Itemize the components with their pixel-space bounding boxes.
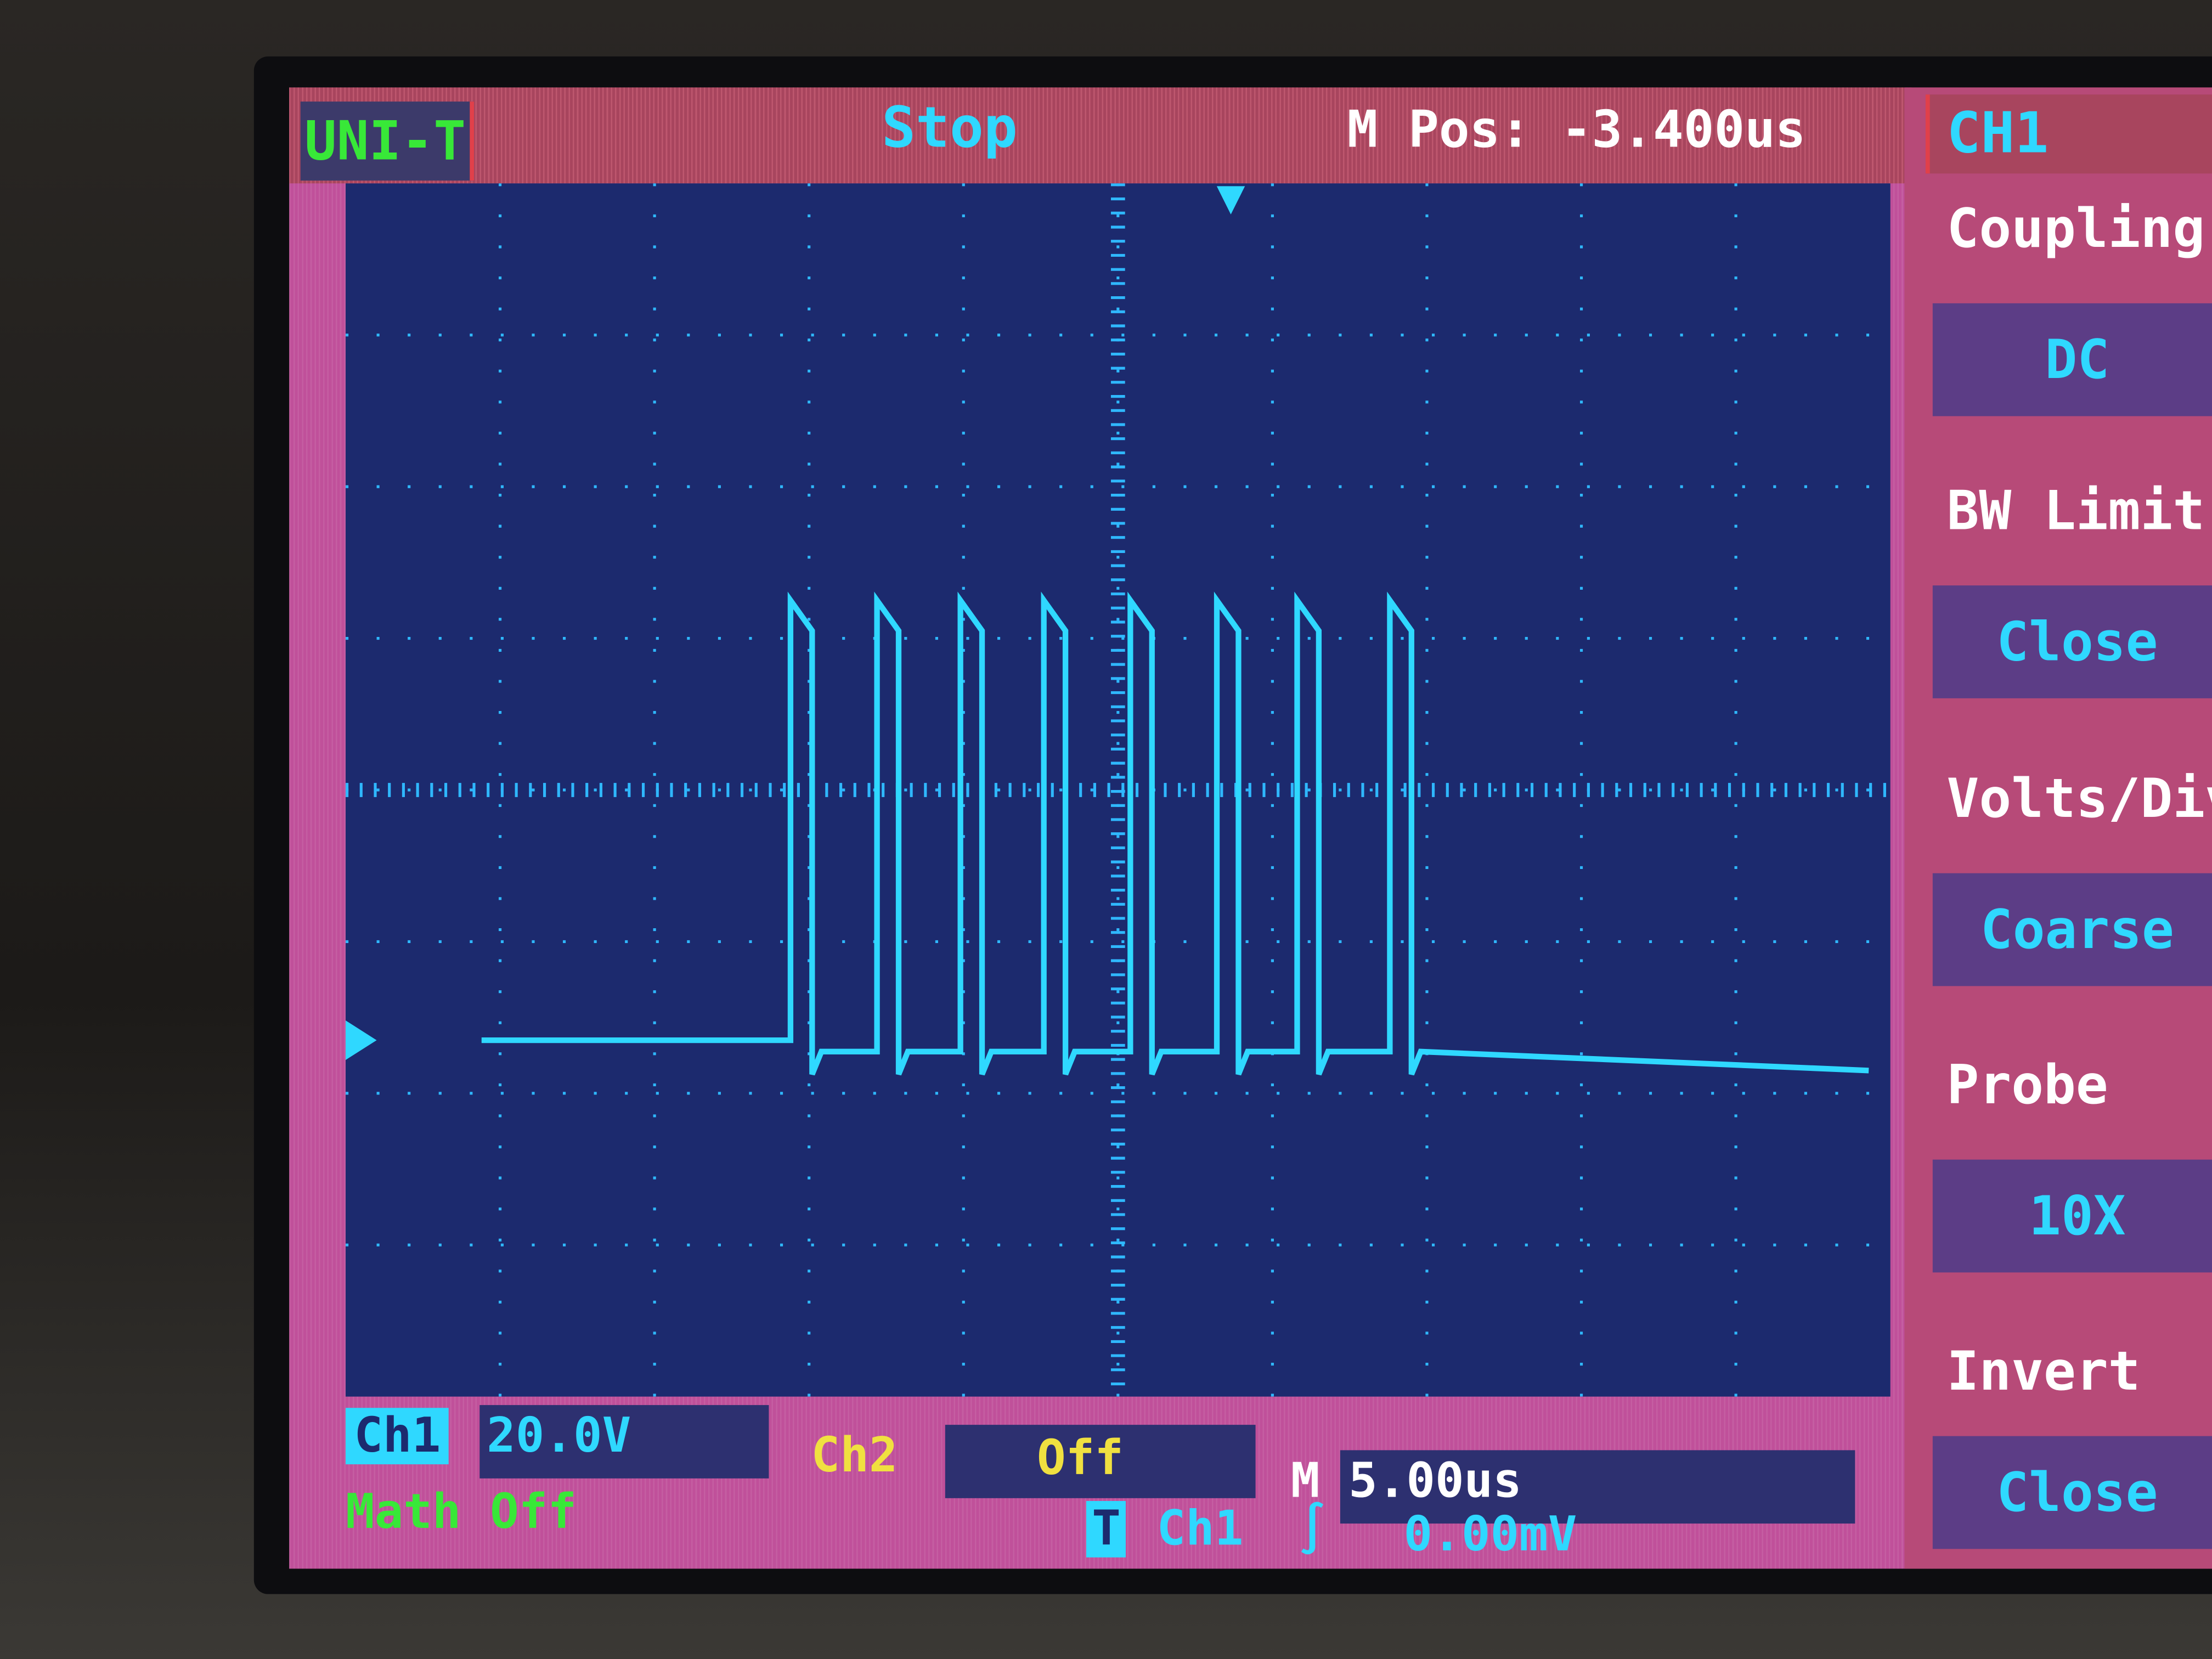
- top-status-bar: UNI-T Stop M Pos: -3.400us: [289, 87, 1912, 184]
- menu-coupling[interactable]: Coupling DC: [1904, 183, 2212, 458]
- menu-label: Volts/Div: [1946, 767, 2212, 830]
- bottom-status-bar: Ch1 20.0V Ch2 Off M 5.00us Math Off T Ch…: [345, 1400, 1898, 1569]
- ch2-label: Ch2: [811, 1427, 898, 1485]
- ch2-scale: Off: [1036, 1430, 1124, 1487]
- run-state: Stop: [882, 95, 1018, 161]
- menu-value: 10X: [1932, 1159, 2212, 1273]
- menu-value: DC: [1932, 303, 2212, 416]
- brand-logo: UNI-T: [300, 101, 474, 181]
- menu-probe[interactable]: Probe 10X: [1904, 1040, 2212, 1314]
- menu-invert[interactable]: Invert Close: [1904, 1326, 2212, 1601]
- ch1-waveform: [481, 591, 1869, 1076]
- ch1-scale: 20.0V: [487, 1408, 631, 1465]
- menu-label: Invert: [1946, 1340, 2141, 1402]
- menu-value: Close: [1932, 585, 2212, 698]
- trigger-position-marker: [1216, 186, 1245, 215]
- menu-value: Coarse: [1932, 873, 2212, 986]
- rising-edge-icon: ∫: [1297, 1500, 1327, 1558]
- menu-value: Close: [1932, 1436, 2212, 1549]
- math-status: Math Off: [345, 1484, 577, 1541]
- menu-label: Coupling: [1946, 197, 2205, 260]
- main-position: M Pos: -3.400us: [1347, 101, 1806, 160]
- ch1-label: Ch1: [345, 1408, 449, 1465]
- waveform-grid: [345, 183, 1891, 1397]
- trigger-source: Ch1: [1156, 1500, 1244, 1558]
- ch1-ground-marker: [345, 1020, 377, 1060]
- menu-label: Probe: [1946, 1053, 2108, 1116]
- trigger-icon: T: [1086, 1500, 1127, 1558]
- trigger-level: 0.00mV: [1403, 1506, 1577, 1564]
- waveform-plot: [345, 183, 1891, 1397]
- timebase: M 5.00us: [1290, 1453, 1522, 1510]
- menu-bw-limit[interactable]: BW Limit Close: [1904, 466, 2212, 741]
- menu-title: CH1: [1925, 94, 2212, 174]
- menu-volts-div[interactable]: Volts/Div Coarse: [1904, 753, 2212, 1028]
- ch1-menu: CH1 Coupling DC BW Limit Close Volts/Div Co…: [1904, 87, 2212, 1569]
- menu-label: BW Limit: [1946, 479, 2205, 542]
- oscilloscope-screen: UNI-T Stop M Pos: -3.400us CH1 Coupling D…: [289, 87, 2212, 1569]
